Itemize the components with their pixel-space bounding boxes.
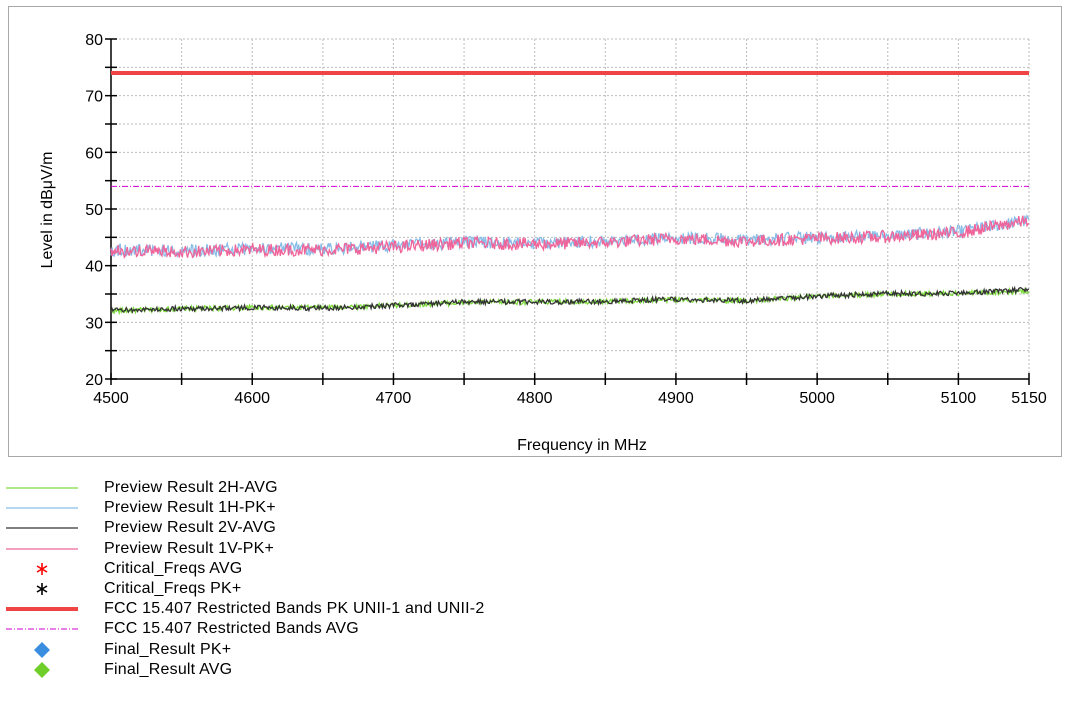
y-tick-label: 60 [85,145,103,162]
diamond-icon [34,661,50,678]
y-tick-label: 30 [85,315,103,332]
legend-item: Preview Result 1V-PK+ [0,539,800,559]
x-tick-label: 4900 [658,390,694,407]
y-tick-label: 20 [85,372,103,389]
legend-label: Critical_Freqs PK+ [104,580,242,597]
legend-label: FCC 15.407 Restricted Bands PK UNII-1 an… [104,600,485,618]
legend-item: FCC 15.407 Restricted Bands AVG [0,619,800,639]
legend-dashdot-line-icon [6,628,78,630]
legend-label: Final_Result AVG [104,660,233,678]
series-preview-result-2v-avg [110,285,1030,314]
asterisk-glyph [36,562,48,575]
asterisk-icon [36,562,48,575]
legend-thick-line-icon [6,607,78,612]
legend-label: Preview Result 2V-AVG [104,519,276,537]
legend-item: Final_Result AVG [0,660,800,680]
legend-label: FCC 15.407 Restricted Bands AVG [104,620,359,638]
diamond-glyph [34,661,50,678]
line-chart: 20 30 40 50 60 70 80 4500 4600 4700 4800 4900 5000 51… [39,32,1047,454]
x-tick-label: 4700 [376,390,412,407]
asterisk-glyph [36,583,48,595]
y-axis-title: Level in dBμV/m [39,152,56,269]
legend-label: Final_Result PK+ [104,640,232,658]
x-tick-label: 5100 [941,390,977,407]
x-tick-label: 5000 [799,390,835,407]
chart-panel: 20 30 40 50 60 70 80 4500 4600 4700 4800 4900 5000 51… [8,6,1062,457]
x-tick-label: 5150 [1011,390,1047,407]
x-tick-label: 4600 [234,390,270,407]
legend-label: Preview Result 1V-PK+ [104,539,275,557]
x-tick-label: 4800 [517,390,553,407]
legend-line-icon [6,507,78,509]
x-tick-label: 4500 [93,390,129,407]
legend-item: Preview Result 1H-PK+ [0,498,800,518]
y-tick-label: 50 [85,202,103,219]
legend-line-icon [6,487,78,489]
y-tick-label: 70 [85,89,103,106]
series-preview-result-1v-pk [110,215,1030,259]
legend-label: Preview Result 2H-AVG [104,479,278,496]
series-layer [110,71,1030,316]
legend-item: FCC 15.407 Restricted Bands PK UNII-1 an… [0,599,800,619]
legend-line-icon [6,527,78,530]
axes: 20 30 40 50 60 70 80 4500 4600 4700 4800 4900 5000 51… [85,32,1047,407]
legend-item: Preview Result 2H-AVG [0,478,800,498]
y-tick-label: 80 [85,32,103,49]
grid [111,38,1030,379]
legend-item: Final_Result PK+ [0,640,800,660]
legend-item: Critical_Freqs PK+ [0,579,800,599]
diamond-icon [34,641,50,658]
legend-item: Critical_Freqs AVG [0,559,800,579]
legend-label: Critical_Freqs AVG [104,559,243,577]
y-tick-label: 40 [85,259,103,276]
legend-line-icon [6,547,78,550]
asterisk-icon [36,583,48,595]
legend-item: Preview Result 2V-AVG [0,518,800,538]
legend-label: Preview Result 1H-PK+ [104,499,276,517]
diamond-glyph [34,641,50,658]
x-axis-title: Frequency in MHz [517,437,647,454]
